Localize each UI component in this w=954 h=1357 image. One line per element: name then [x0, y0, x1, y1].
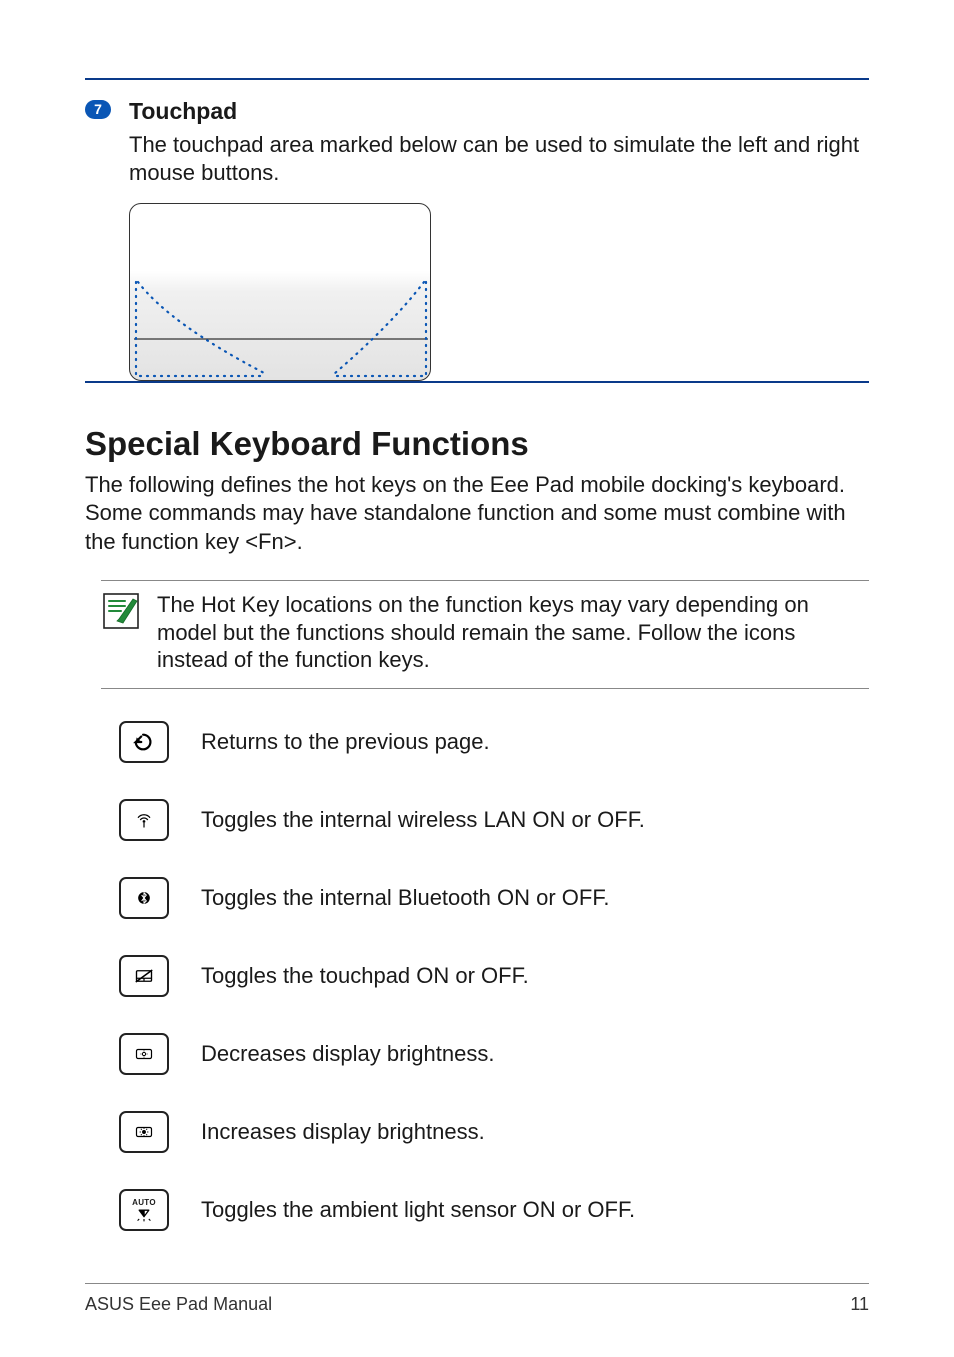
keycap: [119, 721, 169, 763]
key-row: Toggles the touchpad ON or OFF.: [119, 955, 869, 997]
back-icon: [133, 731, 155, 753]
brightness-up-icon: [135, 1126, 153, 1138]
key-description: Toggles the internal Bluetooth ON or OFF…: [201, 885, 609, 911]
keycap: [119, 1111, 169, 1153]
keycap: [119, 799, 169, 841]
section-number-badge: 7: [85, 100, 111, 119]
keycap: AUTO: [119, 1189, 169, 1231]
key-row: Returns to the previous page.: [119, 721, 869, 763]
key-description: Toggles the touchpad ON or OFF.: [201, 963, 529, 989]
footer-title: ASUS Eee Pad Manual: [85, 1294, 272, 1315]
keycap: [119, 955, 169, 997]
key-row: AUTO Toggles the ambient light sensor ON…: [119, 1189, 869, 1231]
key-description: Decreases display brightness.: [201, 1041, 494, 1067]
key-description: Toggles the ambient light sensor ON or O…: [201, 1197, 635, 1223]
keycap: [119, 1033, 169, 1075]
main-heading: Special Keyboard Functions: [85, 425, 869, 463]
page-footer: ASUS Eee Pad Manual 11: [85, 1283, 869, 1315]
key-row: Decreases display brightness.: [119, 1033, 869, 1075]
page-number: 11: [850, 1294, 869, 1315]
brightness-down-icon: [135, 1048, 153, 1060]
section-touchpad: 7 Touchpad The touchpad area marked belo…: [85, 98, 869, 381]
touchpad-icon: [135, 969, 153, 983]
key-row: Toggles the internal wireless LAN ON or …: [119, 799, 869, 841]
touchpad-diagram: [129, 203, 431, 381]
wifi-icon: [135, 811, 153, 829]
auto-light-icon: [136, 1208, 152, 1222]
section-bottom-rule: [85, 381, 869, 383]
keycap: [119, 877, 169, 919]
section-body: Touchpad The touchpad area marked below …: [129, 98, 869, 381]
key-row: Increases display brightness.: [119, 1111, 869, 1153]
key-row: Toggles the internal Bluetooth ON or OFF…: [119, 877, 869, 919]
note-block: The Hot Key locations on the function ke…: [101, 580, 869, 689]
auto-label: AUTO: [132, 1198, 156, 1207]
key-description: Toggles the internal wireless LAN ON or …: [201, 807, 645, 833]
note-text: The Hot Key locations on the function ke…: [157, 591, 869, 674]
intro-paragraph: The following defines the hot keys on th…: [85, 471, 869, 555]
top-rule: [85, 78, 869, 80]
section-description: The touchpad area marked below can be us…: [129, 131, 869, 187]
section-title: Touchpad: [129, 98, 869, 125]
key-description: Increases display brightness.: [201, 1119, 485, 1145]
bluetooth-icon: [137, 891, 151, 905]
note-icon: [101, 591, 141, 674]
key-description: Returns to the previous page.: [201, 729, 490, 755]
